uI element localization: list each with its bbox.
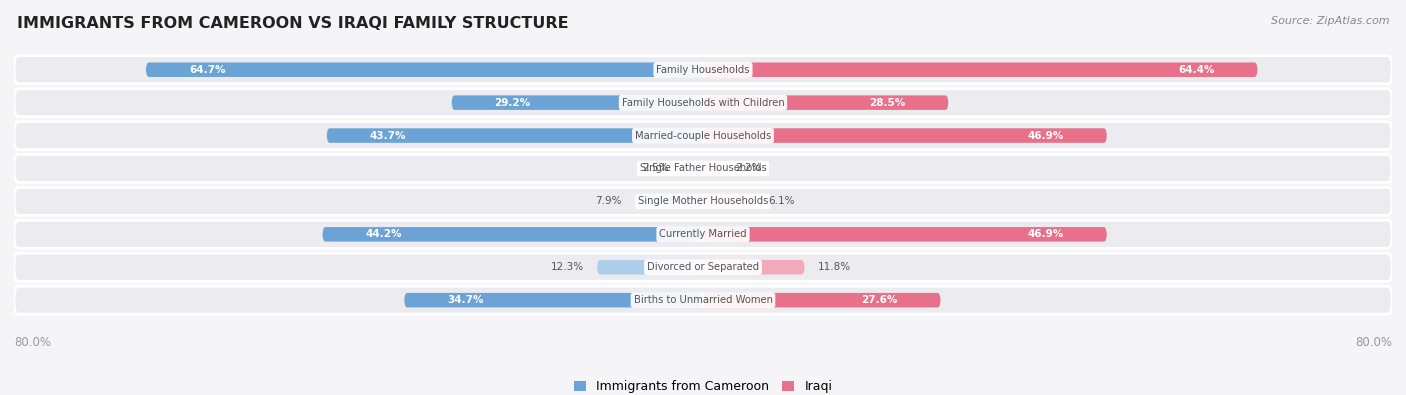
FancyBboxPatch shape (451, 95, 703, 110)
FancyBboxPatch shape (14, 188, 1392, 215)
Text: 44.2%: 44.2% (366, 229, 402, 239)
FancyBboxPatch shape (703, 128, 1107, 143)
FancyBboxPatch shape (14, 220, 1392, 248)
Text: 28.5%: 28.5% (869, 98, 905, 108)
Text: 46.9%: 46.9% (1028, 229, 1064, 239)
Text: Single Mother Households: Single Mother Households (638, 196, 768, 207)
Text: 64.7%: 64.7% (188, 65, 225, 75)
Text: Married-couple Households: Married-couple Households (636, 131, 770, 141)
FancyBboxPatch shape (703, 194, 755, 209)
FancyBboxPatch shape (14, 89, 1392, 117)
FancyBboxPatch shape (703, 95, 949, 110)
Text: 6.1%: 6.1% (769, 196, 794, 207)
FancyBboxPatch shape (703, 260, 804, 275)
Text: Source: ZipAtlas.com: Source: ZipAtlas.com (1271, 16, 1389, 26)
Text: 2.2%: 2.2% (735, 164, 762, 173)
FancyBboxPatch shape (146, 62, 703, 77)
Text: Single Father Households: Single Father Households (640, 164, 766, 173)
FancyBboxPatch shape (14, 122, 1392, 150)
FancyBboxPatch shape (703, 62, 1257, 77)
FancyBboxPatch shape (326, 128, 703, 143)
Text: Currently Married: Currently Married (659, 229, 747, 239)
FancyBboxPatch shape (14, 286, 1392, 314)
FancyBboxPatch shape (636, 194, 703, 209)
FancyBboxPatch shape (703, 227, 1107, 242)
FancyBboxPatch shape (14, 56, 1392, 84)
Text: IMMIGRANTS FROM CAMEROON VS IRAQI FAMILY STRUCTURE: IMMIGRANTS FROM CAMEROON VS IRAQI FAMILY… (17, 16, 568, 31)
Text: 80.0%: 80.0% (1355, 335, 1392, 348)
Text: Births to Unmarried Women: Births to Unmarried Women (634, 295, 772, 305)
FancyBboxPatch shape (703, 161, 721, 176)
Text: 46.9%: 46.9% (1028, 131, 1064, 141)
Text: 27.6%: 27.6% (862, 295, 897, 305)
FancyBboxPatch shape (682, 161, 703, 176)
Text: 12.3%: 12.3% (551, 262, 583, 272)
FancyBboxPatch shape (703, 293, 941, 307)
Text: 7.9%: 7.9% (596, 196, 621, 207)
FancyBboxPatch shape (14, 154, 1392, 182)
Text: 34.7%: 34.7% (447, 295, 484, 305)
Legend: Immigrants from Cameroon, Iraqi: Immigrants from Cameroon, Iraqi (569, 375, 837, 395)
Text: 29.2%: 29.2% (495, 98, 530, 108)
Text: 43.7%: 43.7% (370, 131, 406, 141)
Text: 2.5%: 2.5% (643, 164, 669, 173)
Text: Divorced or Separated: Divorced or Separated (647, 262, 759, 272)
Text: 80.0%: 80.0% (14, 335, 51, 348)
FancyBboxPatch shape (14, 253, 1392, 281)
Text: Family Households with Children: Family Households with Children (621, 98, 785, 108)
FancyBboxPatch shape (598, 260, 703, 275)
FancyBboxPatch shape (404, 293, 703, 307)
Text: Family Households: Family Households (657, 65, 749, 75)
Text: 11.8%: 11.8% (817, 262, 851, 272)
FancyBboxPatch shape (322, 227, 703, 242)
Text: 64.4%: 64.4% (1178, 65, 1215, 75)
